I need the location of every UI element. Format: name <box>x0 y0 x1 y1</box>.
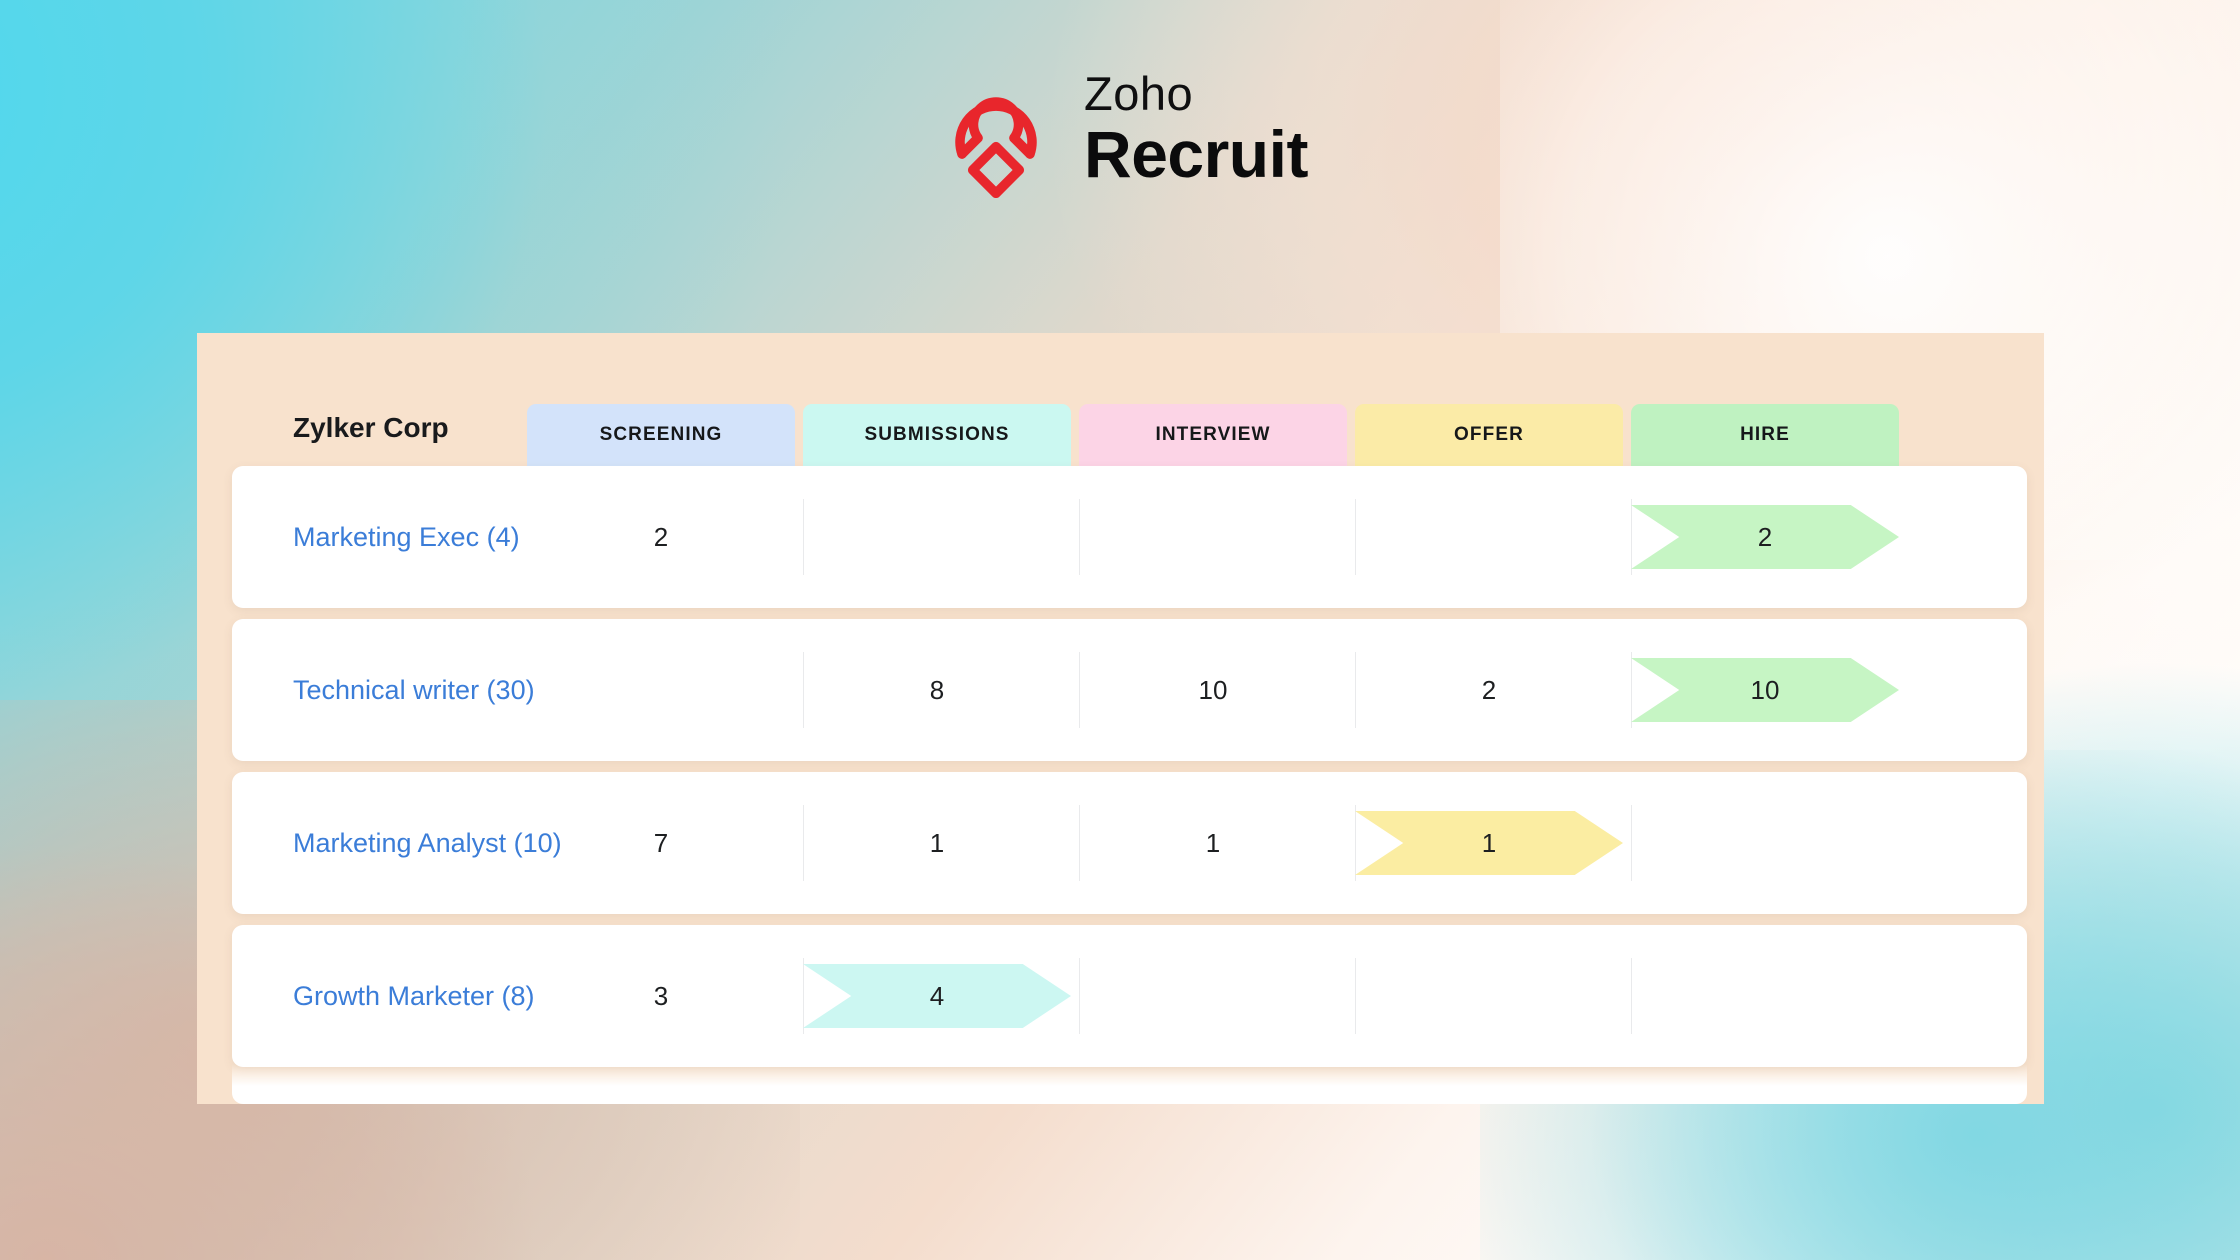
stage-cell-interview[interactable]: 1 <box>1079 772 1347 914</box>
stage-count-value: 10 <box>1750 674 1780 705</box>
pipeline-card: Zylker Corp SCREENING SUBMISSIONS INTERVIE… <box>197 333 2044 1104</box>
stage-cell-screening[interactable]: 2 <box>527 466 795 608</box>
stage-cell-submissions[interactable]: 1 <box>803 772 1071 914</box>
table-row[interactable]: Growth Marketer (8) 3 4 <box>232 925 2027 1067</box>
table-row[interactable]: Marketing Exec (4) 2 2 <box>232 466 2027 608</box>
brand-wordmark: Zoho Recruit <box>1084 70 1308 187</box>
zoho-recruit-logo-icon <box>955 97 1037 198</box>
stage-count-value: 3 <box>653 980 669 1011</box>
stage-cell-screening[interactable]: 3 <box>527 925 795 1067</box>
stage-cell-hire[interactable]: 10 <box>1631 619 1899 761</box>
brand-logo: Zoho Recruit <box>0 58 2240 198</box>
stage-cell-hire[interactable]: 2 <box>1631 466 1899 608</box>
stage-cell-offer[interactable] <box>1355 925 1623 1067</box>
stage-count-value: 7 <box>653 827 669 858</box>
stage-tab-hire[interactable]: HIRE <box>1631 404 1899 466</box>
stage-cell-submissions[interactable]: 4 <box>803 925 1071 1067</box>
stage-cell-submissions[interactable]: 8 <box>803 619 1071 761</box>
stage-tab-submissions[interactable]: SUBMISSIONS <box>803 404 1071 466</box>
brand-name-recruit: Recruit <box>1084 116 1308 191</box>
stage-cell-hire[interactable] <box>1631 925 1899 1067</box>
stage-count-value: 1 <box>1481 827 1497 858</box>
table-row[interactable]: Marketing Analyst (10) 7 1 1 1 <box>232 772 2027 914</box>
job-title-link[interactable]: Growth Marketer (8) <box>293 980 535 1011</box>
stage-cell-offer[interactable] <box>1355 466 1623 608</box>
stage-tab-label: SUBMISSIONS <box>864 424 1010 445</box>
stage-count-value: 2 <box>1757 521 1773 552</box>
stage-cell-screening[interactable]: 7 <box>527 772 795 914</box>
stage-count-value: 2 <box>1481 674 1497 705</box>
stage-tab-label: SCREENING <box>599 424 723 445</box>
stage-count-badge[interactable]: 10 <box>1631 658 1899 722</box>
table-row[interactable]: Technical writer (30) 8 10 2 10 <box>232 619 2027 761</box>
job-title-link[interactable]: Technical writer (30) <box>293 674 535 705</box>
stage-cell-interview[interactable] <box>1079 925 1347 1067</box>
brand-name-zoho: Zoho <box>1084 66 1194 120</box>
stage-cell-submissions[interactable] <box>803 466 1071 608</box>
stage-count-badge[interactable]: 2 <box>1631 505 1899 569</box>
stage-count-value: 1 <box>929 827 945 858</box>
stage-cell-hire[interactable] <box>1631 772 1899 914</box>
stage-tab-interview[interactable]: INTERVIEW <box>1079 404 1347 466</box>
stage-count-value: 2 <box>653 521 669 552</box>
stage-count-value: 1 <box>1205 827 1221 858</box>
stage-tab-list: SCREENING SUBMISSIONS INTERVIEW OFFER HIRE <box>527 404 1899 466</box>
stage-cell-screening[interactable] <box>527 619 795 761</box>
stage-cell-interview[interactable]: 10 <box>1079 619 1347 761</box>
stage-count-value: 10 <box>1198 674 1228 705</box>
stage-count-badge[interactable]: 4 <box>803 964 1071 1028</box>
stage-tab-screening[interactable]: SCREENING <box>527 404 795 466</box>
job-title-link[interactable]: Marketing Exec (4) <box>293 521 520 552</box>
stage-tab-label: INTERVIEW <box>1155 424 1271 445</box>
stage-count-badge[interactable]: 1 <box>1355 811 1623 875</box>
row-stage-cells: 8 10 2 10 <box>527 619 1899 761</box>
pipeline-header: Zylker Corp SCREENING SUBMISSIONS INTERVIE… <box>197 333 2044 466</box>
stage-count-value: 4 <box>929 980 945 1011</box>
job-title-link[interactable]: Marketing Analyst (10) <box>293 827 562 858</box>
stage-cell-interview[interactable] <box>1079 466 1347 608</box>
stage-tab-label: OFFER <box>1454 424 1524 445</box>
stage-cell-offer[interactable]: 1 <box>1355 772 1623 914</box>
pipeline-rows: Marketing Exec (4) 2 2 Technical writer (30… <box>197 466 2044 1104</box>
stage-tab-offer[interactable]: OFFER <box>1355 404 1623 466</box>
company-name: Zylker Corp <box>293 412 449 443</box>
stage-count-value: 8 <box>929 674 945 705</box>
stage-cell-offer[interactable]: 2 <box>1355 619 1623 761</box>
stage-tab-label: HIRE <box>1740 424 1790 445</box>
row-stage-cells: 7 1 1 1 <box>527 772 1899 914</box>
